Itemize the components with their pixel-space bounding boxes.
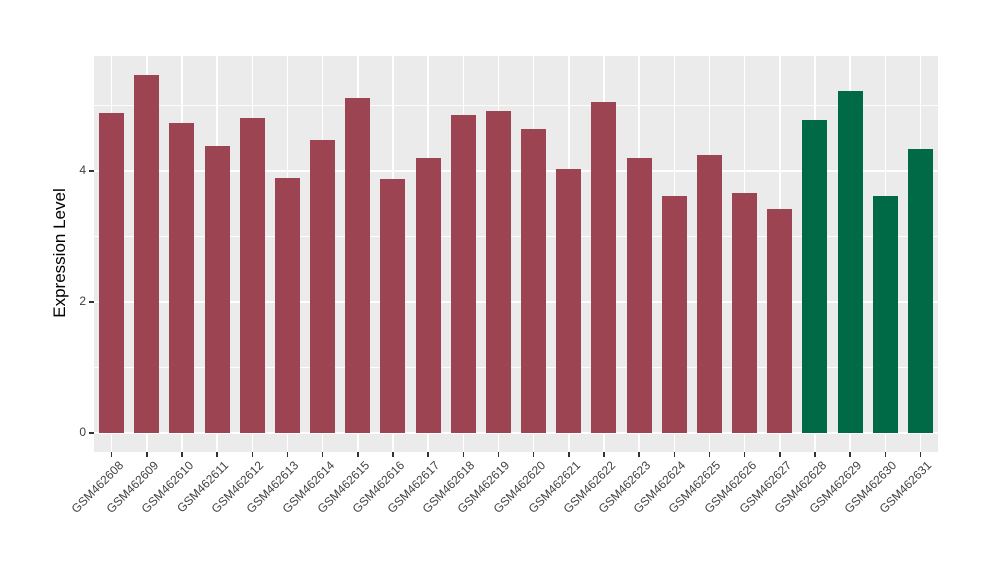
x-tick bbox=[462, 452, 464, 457]
bar-GSM462608 bbox=[99, 113, 125, 433]
bar-GSM462631 bbox=[907, 149, 933, 433]
plot-area bbox=[94, 56, 938, 452]
y-tick-label: 2 bbox=[79, 294, 86, 308]
bar-GSM462614 bbox=[310, 140, 336, 433]
major-gridline bbox=[94, 170, 938, 172]
x-tick bbox=[849, 452, 851, 457]
y-tick bbox=[89, 170, 94, 172]
bar-GSM462627 bbox=[767, 208, 793, 433]
bar-GSM462617 bbox=[415, 157, 441, 433]
x-tick bbox=[779, 452, 781, 457]
x-tick bbox=[743, 452, 746, 457]
bar-GSM462620 bbox=[521, 129, 547, 433]
x-tick bbox=[568, 452, 570, 457]
bar-GSM462629 bbox=[837, 91, 863, 433]
x-tick bbox=[321, 452, 324, 457]
x-tick bbox=[146, 452, 148, 457]
x-tick bbox=[392, 452, 394, 457]
x-tick bbox=[532, 452, 535, 457]
bar-GSM462622 bbox=[591, 101, 617, 433]
x-tick bbox=[110, 452, 113, 457]
x-tick bbox=[286, 452, 289, 457]
bar-GSM462624 bbox=[661, 195, 687, 433]
x-tick bbox=[603, 452, 605, 457]
y-tick-label: 0 bbox=[79, 425, 86, 439]
x-tick bbox=[181, 452, 183, 457]
bar-GSM462625 bbox=[696, 155, 722, 433]
x-tick bbox=[919, 452, 922, 457]
x-tick bbox=[251, 452, 253, 457]
bar-GSM462610 bbox=[169, 123, 195, 433]
bar-GSM462609 bbox=[134, 74, 160, 433]
x-tick bbox=[673, 452, 675, 457]
y-tick bbox=[89, 432, 94, 434]
x-tick bbox=[497, 452, 500, 457]
bar-GSM462618 bbox=[450, 114, 476, 433]
minor-gridline bbox=[94, 367, 938, 368]
x-tick bbox=[814, 452, 816, 457]
bar-GSM462611 bbox=[204, 146, 230, 433]
minor-gridline bbox=[94, 105, 938, 106]
bar-GSM462630 bbox=[872, 195, 898, 433]
x-tick bbox=[216, 452, 218, 457]
x-tick bbox=[638, 452, 640, 457]
x-tick bbox=[884, 452, 886, 457]
bar-GSM462628 bbox=[802, 119, 828, 433]
y-tick-label: 4 bbox=[79, 163, 86, 177]
x-tick bbox=[357, 452, 359, 457]
x-tick bbox=[708, 452, 711, 457]
bar-GSM462626 bbox=[732, 192, 758, 433]
bar-GSM462619 bbox=[485, 110, 511, 433]
bar-GSM462613 bbox=[274, 177, 300, 433]
bar-GSM462615 bbox=[345, 97, 371, 433]
bar-GSM462616 bbox=[380, 178, 406, 433]
bar-GSM462612 bbox=[239, 117, 265, 433]
major-gridline bbox=[94, 432, 938, 434]
y-tick bbox=[89, 301, 94, 303]
major-gridline bbox=[94, 301, 938, 303]
x-tick bbox=[427, 452, 429, 457]
minor-gridline bbox=[94, 236, 938, 237]
bar-GSM462623 bbox=[626, 157, 652, 433]
bar-GSM462621 bbox=[556, 169, 582, 433]
